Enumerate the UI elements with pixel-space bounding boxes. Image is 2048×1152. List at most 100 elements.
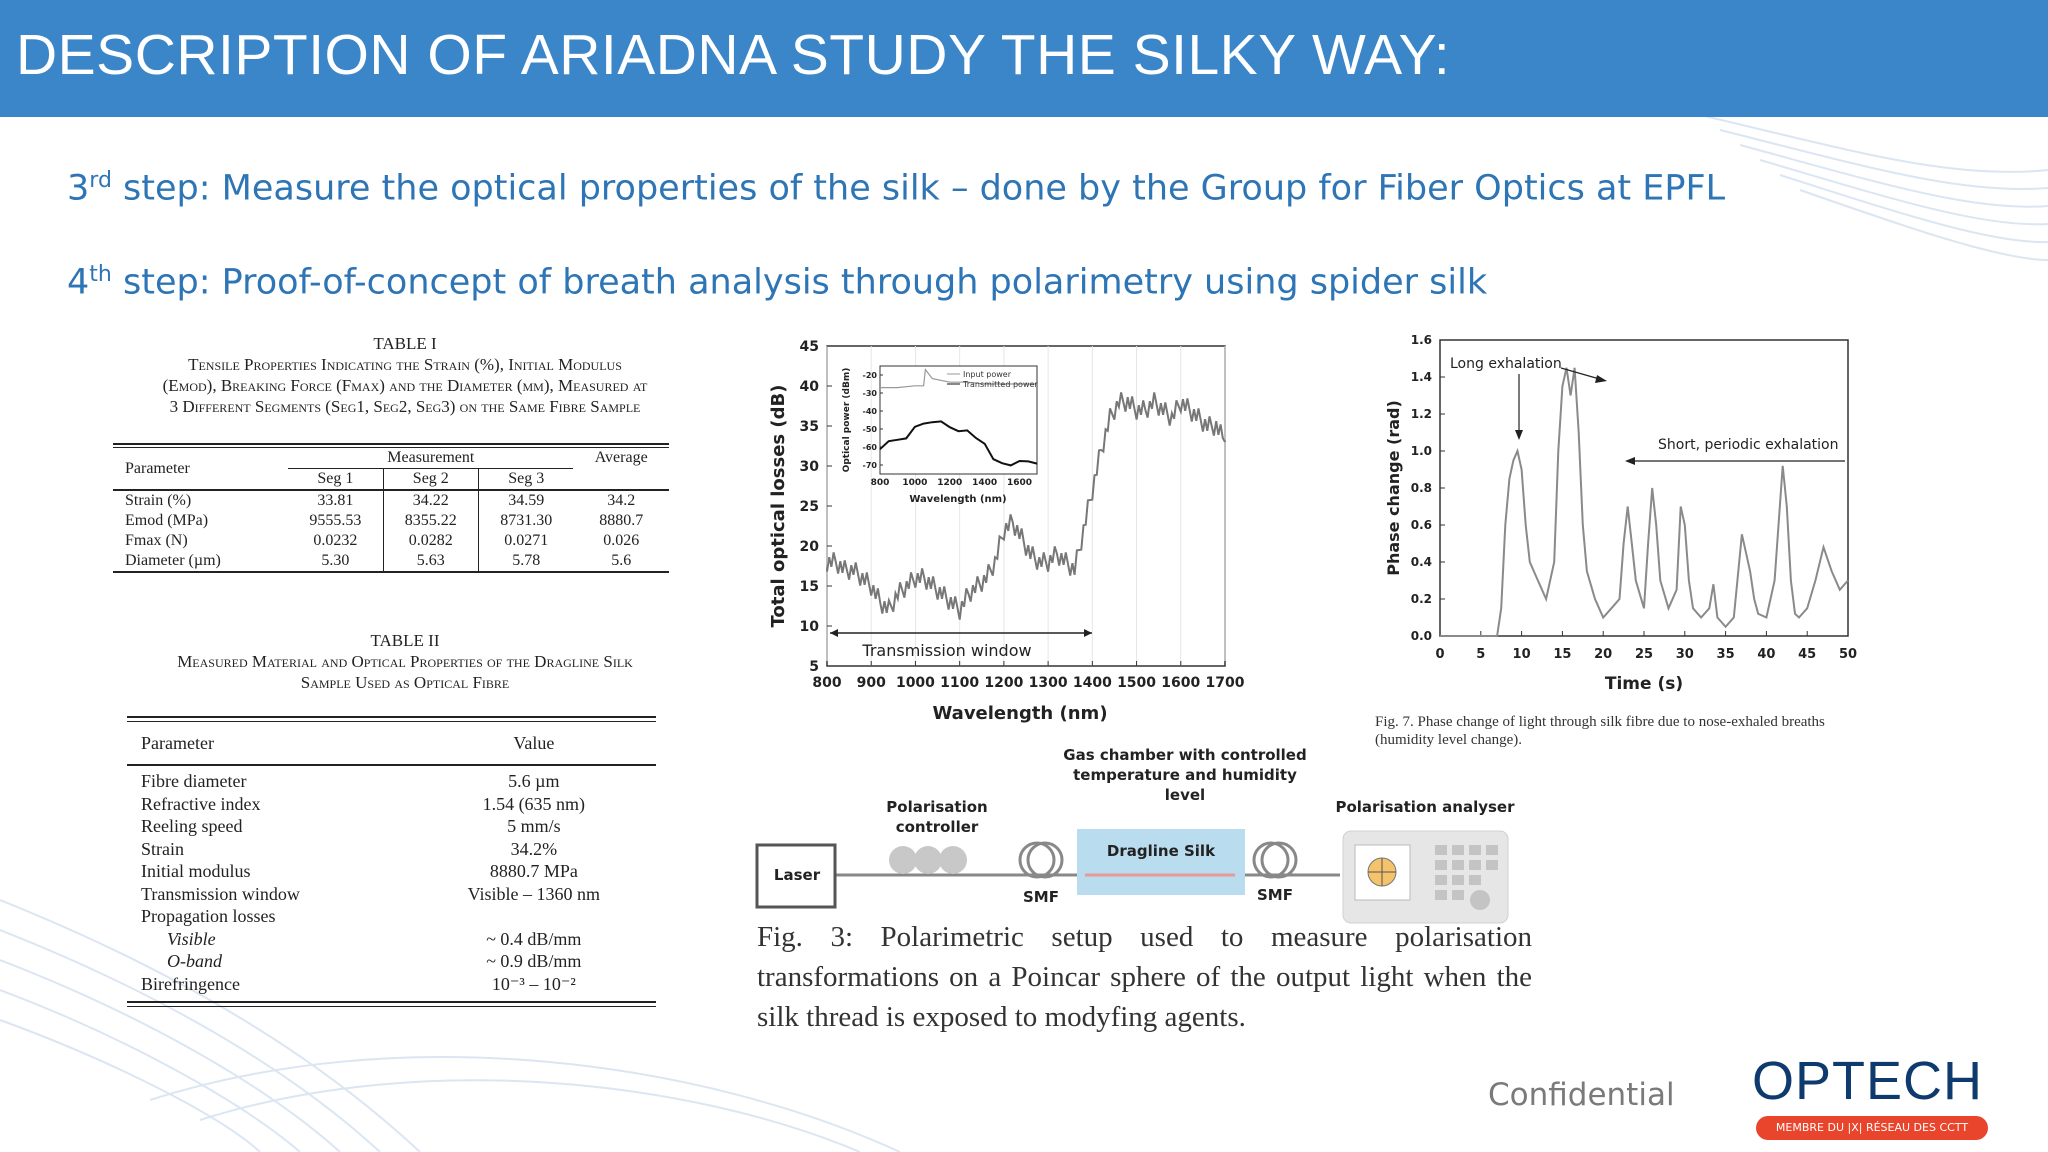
header-bar: DESCRIPTION OF ARIADNA STUDY THE SILKY W…	[0, 0, 2048, 117]
table1-cell: 5.63	[383, 551, 480, 572]
step-3-number: 3	[67, 168, 90, 209]
table1-label: TABLE I	[373, 334, 437, 353]
paddle-2-icon	[914, 846, 942, 874]
table1-head-seg3: Seg 3	[508, 470, 545, 487]
step-4-number: 4	[67, 262, 90, 303]
inset-y-tick-label: -50	[863, 425, 878, 434]
chart1-x-tick-label: 1100	[940, 675, 979, 691]
smf-coil-left-icon	[1018, 841, 1056, 879]
chart2-annotation-long: Long exhalation	[1450, 356, 1562, 372]
table2-row: Transmission window Visible – 1360 nm	[127, 883, 656, 906]
table1-cell: 9555.53	[288, 511, 384, 531]
inset-x-tick-label: 1000	[902, 478, 927, 488]
chart2-y-tick-label: 1.4	[1411, 370, 1432, 384]
table1-cell-avg: 5.6	[611, 552, 632, 569]
smf-right-label: SMF	[1257, 886, 1293, 904]
step-3-line: 3rd step: Measure the optical properties…	[67, 168, 1725, 209]
table1-cell-param: Emod (MPa)	[125, 512, 209, 529]
table2-caption-line2: Sample Used as Optical Fibre	[300, 673, 510, 692]
inset-y-tick-label: -60	[863, 443, 878, 452]
inset-y-tick-label: -20	[863, 371, 878, 380]
table2-cell-param: Initial modulus	[141, 861, 251, 881]
table1-row: Diameter (µm) 5.30 5.63 5.78 5.6	[113, 551, 669, 572]
table1-cell: 34.59	[508, 492, 545, 509]
optical-losses-chart: 800 900 1000 1100 1200 1300 1400 1500 1600 1700 5…	[768, 339, 1245, 724]
page-title: DESCRIPTION OF ARIADNA STUDY THE SILKY W…	[16, 23, 1451, 87]
table1-cell: 8355.22	[383, 511, 480, 531]
analyser-keypad-icon	[1435, 845, 1498, 910]
table2-cell-value: 1.54 (635 nm)	[482, 793, 586, 814]
chart1-y-tick-label: 35	[800, 419, 819, 435]
table1-head-parameter: Parameter	[125, 459, 190, 477]
inset-y-tick-label: -40	[863, 407, 878, 416]
table2-cell-param: Strain	[141, 838, 184, 859]
chart2-y-tick-label: 0.6	[1411, 518, 1432, 532]
chart2-series-line	[1440, 367, 1849, 637]
chart2-x-tick-label: 0	[1435, 647, 1444, 662]
laser-box	[755, 843, 837, 909]
setup-drawing	[755, 829, 1509, 924]
inset-ticks: 800 1000 1200 1400 1600 -20 -30 -40 -50 -60 -70	[863, 371, 1033, 488]
chart1-y-tick-label: 40	[800, 379, 820, 395]
chart2-x-label: Time (s)	[1605, 674, 1683, 694]
table1-cell: 0.0232	[288, 531, 384, 551]
table1-row: Fmax (N) 0.0232 0.0282 0.0271 0.026	[113, 531, 669, 551]
smf-coil-right-icon	[1252, 841, 1290, 879]
table1-head-average: Average	[594, 449, 648, 467]
chart1-x-tick-label: 1200	[984, 675, 1023, 691]
table2-cell-value: Visible – 1360 nm	[467, 883, 601, 904]
inset-x-tick-label: 1200	[937, 478, 962, 488]
smf-coil-right-icon	[1260, 841, 1298, 879]
table2-caption: TABLE II Measured Material and Optical P…	[110, 630, 700, 693]
table2-row: Refractive index 1.54 (635 nm)	[127, 793, 656, 816]
table1-cell: 33.81	[288, 490, 384, 511]
chart2-x-tick-label: 50	[1839, 647, 1857, 662]
chart1-y-tick-label: 5	[809, 659, 819, 675]
gas-chamber-box	[1077, 829, 1245, 895]
table2-row: Fibre diameter 5.6 µm	[127, 765, 656, 793]
table2-head-parameter: Parameter	[141, 733, 214, 753]
chart1-y-ticks: 5 10 15 20 25 30 35 40 45	[800, 339, 832, 675]
table1-cell-avg: 8880.7	[599, 512, 644, 529]
chart1-x-label: Wavelength (nm)	[932, 703, 1107, 724]
table2-cell-value: 10⁻³ – 10⁻²	[491, 973, 576, 994]
chart1-y-tick-label: 20	[800, 539, 820, 555]
chart1-x-tick-label: 1500	[1117, 675, 1156, 691]
chart2-y-label: Phase change (rad)	[1384, 400, 1403, 576]
chart2-y-tick-label: 1.2	[1411, 407, 1432, 421]
polarisation-analyser-label: Polarisation analyser	[1335, 798, 1515, 816]
chart1-x-ticks: 800 900 1000 1100 1200 1300 1400 1500 1600 1700	[812, 661, 1245, 691]
inset-x-tick-label: 800	[871, 478, 890, 488]
table2-label: TABLE II	[370, 631, 440, 650]
table1-cell: 0.0271	[504, 532, 549, 549]
chart2-y-tick-label: 1.0	[1411, 444, 1432, 458]
table2-head-value: Value	[513, 733, 555, 753]
table2-row: Visible ~ 0.4 dB/mm	[127, 928, 656, 951]
table2-cell-value: ~ 0.9 dB/mm	[486, 951, 582, 971]
table2-cell-value: 5.6 µm	[508, 771, 560, 791]
chart1-x-tick-label: 1700	[1206, 675, 1245, 691]
table2-cell-param: Reeling speed	[141, 816, 243, 836]
chart2-y-tick-label: 0.0	[1411, 629, 1432, 643]
table2-cell-value: 34.2%	[510, 838, 558, 859]
phase-change-chart: 0 5 10 15 20 25 30 35 40 45 50 0.0 0.2 0.4 0.6 0.8 1.0 1…	[1384, 333, 1857, 694]
smf-left-label: SMF	[1023, 888, 1059, 906]
polarisation-controller-label: Polarisation controller	[886, 798, 988, 836]
inset-transmitted-power-line	[879, 420, 1038, 467]
chart2-x-ticks: 0 5 10 15 20 25 30 35 40 45 50	[1435, 631, 1857, 662]
table2-row: O-band ~ 0.9 dB/mm	[127, 950, 656, 973]
inset-y-tick-label: -30	[863, 389, 878, 398]
table1-cell: 0.0282	[383, 531, 480, 551]
chart2-x-tick-label: 25	[1635, 647, 1653, 662]
table2-cell-param: O-band	[167, 951, 222, 971]
table1-cell-avg: 34.2	[607, 492, 636, 509]
chart1-x-tick-label: 1400	[1073, 675, 1112, 691]
inset-input-power-line	[880, 368, 1037, 389]
dragline-silk-label: Dragline Silk	[1106, 842, 1216, 860]
smf-coil-left-icon	[1026, 841, 1064, 879]
table1-caption-line2: (Emod), Breaking Force (Fmax) and the Di…	[162, 376, 648, 395]
chart1-y-tick-label: 10	[800, 619, 820, 635]
chart2-x-tick-label: 20	[1594, 647, 1612, 662]
logo-badge: MEMBRE DU |X| RÉSEAU DES CCTT	[1756, 1116, 1988, 1140]
